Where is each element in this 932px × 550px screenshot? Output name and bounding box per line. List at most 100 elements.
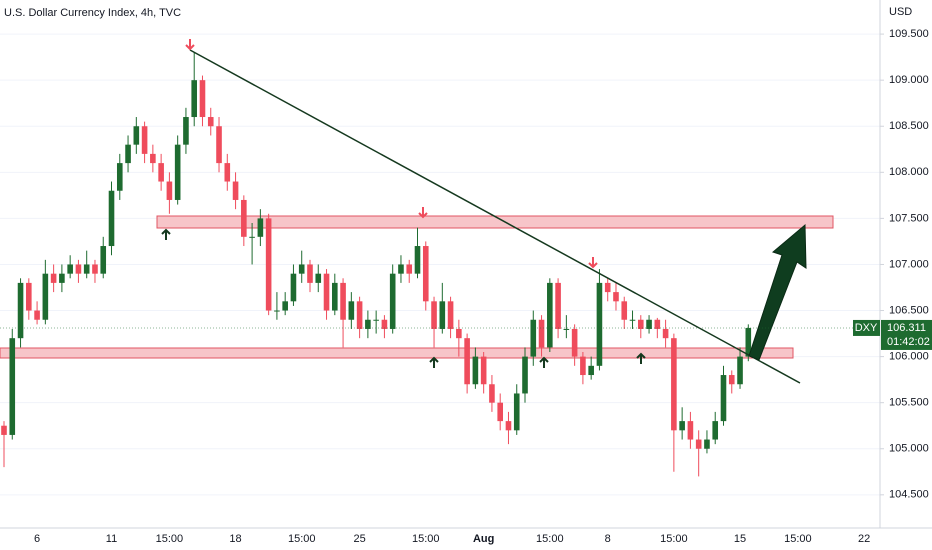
candle-body [150,153,156,164]
candle-body [513,393,520,431]
x-tick-label: 18 [229,533,241,545]
symbol-tag [853,319,880,336]
candle-body [59,273,65,283]
candle-body [695,439,702,449]
candle-body [348,301,355,320]
candle-body [191,80,198,118]
candle-body [274,310,280,312]
candle-body [737,356,743,385]
candle-body [728,375,735,385]
candle-body [654,319,661,329]
candle-body [42,273,49,320]
markers [161,39,646,368]
up-arrow [429,356,439,368]
candle-body [398,264,404,274]
y-tick-label: 108.000 [889,166,929,178]
candle-body [83,264,90,274]
down-arrow [185,39,195,51]
candle-body [216,126,222,164]
candle-body [315,273,322,283]
candle-body [530,319,537,357]
candle-body [282,301,288,311]
candle-body [199,80,206,118]
candle-body [447,301,454,329]
y-tick-label: 106.500 [889,304,929,316]
candle-body [489,384,495,403]
candle-body [588,365,594,376]
candle-body [671,338,677,431]
candle-body [621,301,628,320]
candle-body [100,246,107,274]
chart-title: U.S. Dollar Currency Index, 4h, TVC [4,7,181,19]
candle-body [365,319,371,329]
candle-body [323,273,330,311]
support-zone [0,347,794,359]
x-tick-label: 15:00 [784,533,812,545]
candle-body [381,319,388,329]
candle-body [679,421,685,431]
candle-body [563,328,570,330]
x-tick-label: 15:00 [412,533,440,545]
candle-body [596,282,603,366]
y-tick-label: 107.000 [889,258,929,270]
candle-body [224,163,231,182]
candle-body [290,273,297,302]
candle-body [116,163,123,191]
candle-body [356,301,363,329]
candle-body [472,356,479,385]
symbol-label: DXY [855,322,878,334]
price-tag [881,319,932,350]
candle-body [547,282,553,348]
candle-body [17,282,24,339]
x-tick-label: 15:00 [536,533,564,545]
down-arrow [418,207,428,219]
candle-body [108,190,115,247]
candle-body [166,181,173,200]
candle-body [414,246,421,274]
candle-body [456,328,462,339]
candle-body [637,319,644,329]
last-price-label: 106.311 [887,322,926,334]
candle-body [712,421,719,440]
x-tick-label: 22 [858,533,870,545]
y-tick-label: 108.500 [889,120,929,132]
up-arrow [636,352,646,364]
candle-body [745,327,752,357]
x-tick-label: 25 [353,533,365,545]
candle-body [1,425,7,435]
projection-arrow [748,223,807,361]
candle-body [241,199,247,237]
candle-body [431,301,437,329]
candle-body [406,264,413,274]
candle-body [133,126,140,145]
x-tick-label: 15:00 [660,533,688,545]
candle-body [464,338,470,385]
candle-body [141,126,148,154]
trend-line [189,49,801,384]
candle-body [613,292,619,302]
candle-body [646,319,652,329]
candle-body [571,328,578,357]
candle-body [249,236,255,238]
candle-body [67,264,73,274]
candle-body [174,144,181,200]
candle-body [720,375,727,422]
candle-body [75,264,82,274]
candle-body [207,117,214,127]
y-tick-label: 105.500 [889,397,929,409]
axis-unit: USD [889,6,912,18]
candle-body [704,439,710,449]
candle-body [522,356,528,394]
candle-body [183,117,189,145]
candle-body [298,264,305,274]
candle-body [26,282,32,311]
candle-body [340,282,346,320]
countdown-label: 01:42:02 [887,336,930,348]
x-tick-label: 15:00 [156,533,184,545]
x-tick-label: 6 [34,533,40,545]
candle-body [662,328,669,339]
candle-body [373,319,379,321]
candle-body [439,301,446,329]
candle-body [480,356,487,385]
